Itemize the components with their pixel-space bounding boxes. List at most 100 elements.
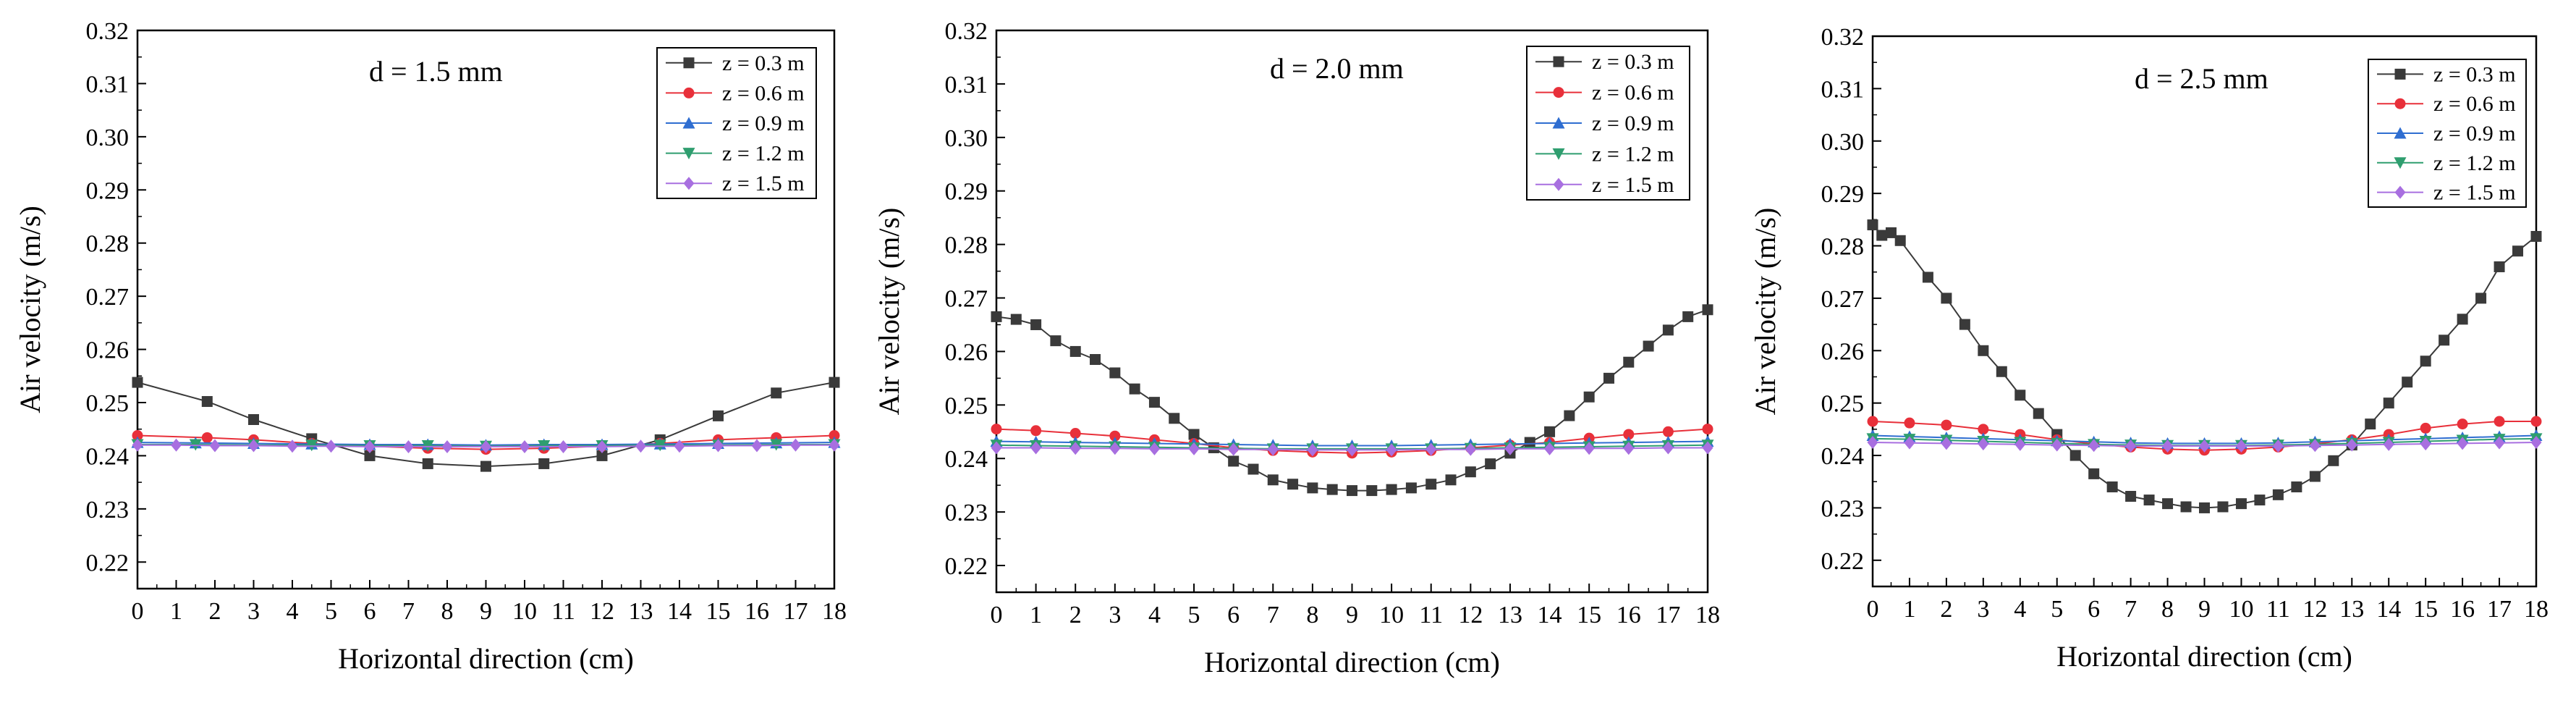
x-tick-label: 0 (132, 598, 144, 625)
legend-marker (682, 117, 695, 129)
legend-marker (2394, 157, 2407, 169)
x-tick-label: 15 (1577, 602, 1601, 628)
data-point (1247, 463, 1259, 475)
panel-annotation: d = 2.5 mm (2135, 62, 2268, 95)
x-axis-label: Horizontal direction (cm) (2056, 640, 2352, 673)
x-tick-label: 17 (784, 598, 808, 625)
y-tick-label: 0.22 (1821, 548, 1865, 575)
data-point (1347, 443, 1357, 457)
y-tick-label: 0.23 (86, 497, 130, 523)
data-point (2420, 356, 2431, 367)
x-tick-label: 6 (2088, 596, 2100, 623)
x-tick-label: 6 (364, 598, 376, 625)
data-point (1030, 441, 1042, 455)
y-tick-label: 0.27 (86, 284, 130, 311)
data-point (2328, 455, 2339, 466)
data-point (635, 439, 646, 453)
data-point (1867, 219, 1878, 231)
legend: z = 0.3 m z = 0.6 m z = 0.9 m z = 1.2 m z = … (1526, 46, 1690, 201)
data-point (1583, 442, 1595, 455)
data-point (2530, 230, 2542, 242)
data-point (1702, 424, 1713, 435)
data-point (2272, 439, 2284, 453)
data-point (1050, 335, 1062, 347)
x-tick-label: 10 (2229, 596, 2253, 623)
x-tick-label: 9 (2198, 596, 2211, 623)
y-tick-label: 0.30 (86, 125, 130, 151)
y-tick-label: 0.25 (945, 392, 988, 419)
data-point (1030, 425, 1042, 437)
data-point (1109, 442, 1121, 455)
data-point (713, 439, 724, 453)
data-point (991, 441, 1002, 455)
data-point (1662, 324, 1674, 336)
y-tick-label: 0.30 (945, 125, 988, 152)
x-tick-label: 2 (1069, 602, 1082, 628)
x-tick-label: 13 (629, 598, 653, 625)
data-point (132, 438, 143, 452)
y-tick-label: 0.26 (86, 337, 130, 364)
y-axis-label: Air velocity (m/s) (1749, 208, 1781, 416)
x-tick-label: 8 (2161, 596, 2174, 623)
series-z-1.5-m (991, 441, 1713, 457)
x-tick-label: 16 (1617, 602, 1641, 628)
data-point (1662, 426, 1674, 437)
legend-marker (1553, 177, 1564, 191)
data-point (1996, 366, 2007, 377)
data-point (2365, 418, 2376, 430)
data-point (2494, 416, 2505, 427)
data-point (1959, 319, 1970, 330)
y-tick-label: 0.28 (1821, 234, 1865, 261)
data-point (1904, 436, 1915, 450)
y-tick-label: 0.24 (945, 446, 988, 473)
legend-marker (1553, 56, 1564, 67)
x-axis-label: Horizontal direction (cm) (338, 642, 634, 675)
data-point (1169, 413, 1180, 424)
data-point (751, 439, 763, 453)
data-point (1090, 354, 1101, 366)
legend-entry: z = 0.6 m (2433, 92, 2516, 116)
data-point (674, 439, 685, 453)
legend-entry: z = 1.5 m (1592, 173, 1674, 197)
data-point (1922, 272, 1933, 283)
data-point (2069, 450, 2081, 461)
y-tick-label: 0.26 (1821, 338, 1865, 365)
series-z-0.6-m (1867, 416, 2542, 456)
data-point (829, 438, 840, 452)
data-point (1069, 428, 1081, 439)
y-tick-label: 0.27 (1821, 286, 1865, 313)
data-point (991, 424, 1002, 435)
data-point (1386, 443, 1397, 457)
x-tick-label: 3 (1977, 596, 1989, 623)
legend-marker (1552, 117, 1565, 129)
data-point (1425, 442, 1437, 456)
legend-entry: z = 0.9 m (1592, 112, 1674, 135)
x-tick-label: 17 (1656, 602, 1680, 628)
data-point (364, 439, 376, 453)
y-tick-label: 0.29 (86, 177, 130, 204)
data-point (2475, 293, 2487, 304)
data-point (2291, 481, 2302, 492)
y-tick-label: 0.28 (86, 231, 130, 258)
data-point (1228, 442, 1240, 456)
x-tick-label: 1 (170, 598, 182, 625)
x-tick-label: 1 (1030, 602, 1042, 628)
x-tick-label: 9 (480, 598, 492, 625)
data-point (201, 396, 213, 408)
series-line (1872, 224, 2537, 509)
data-point (1564, 410, 1575, 421)
x-tick-label: 11 (1419, 602, 1443, 628)
data-point (1544, 426, 1556, 437)
series-z-1.5-m (1867, 435, 2542, 453)
panel-annotation: d = 1.5 mm (369, 55, 503, 88)
x-tick-label: 2 (209, 598, 221, 625)
data-point (1885, 227, 1897, 238)
data-point (2383, 397, 2394, 409)
legend-entry: z = 0.9 m (722, 112, 805, 135)
legend-entry: z = 1.2 m (2433, 151, 2516, 175)
data-point (1386, 484, 1397, 495)
data-point (1867, 416, 1878, 427)
data-point (1228, 455, 1240, 467)
data-point (171, 438, 182, 452)
y-tick-label: 0.29 (945, 179, 988, 206)
